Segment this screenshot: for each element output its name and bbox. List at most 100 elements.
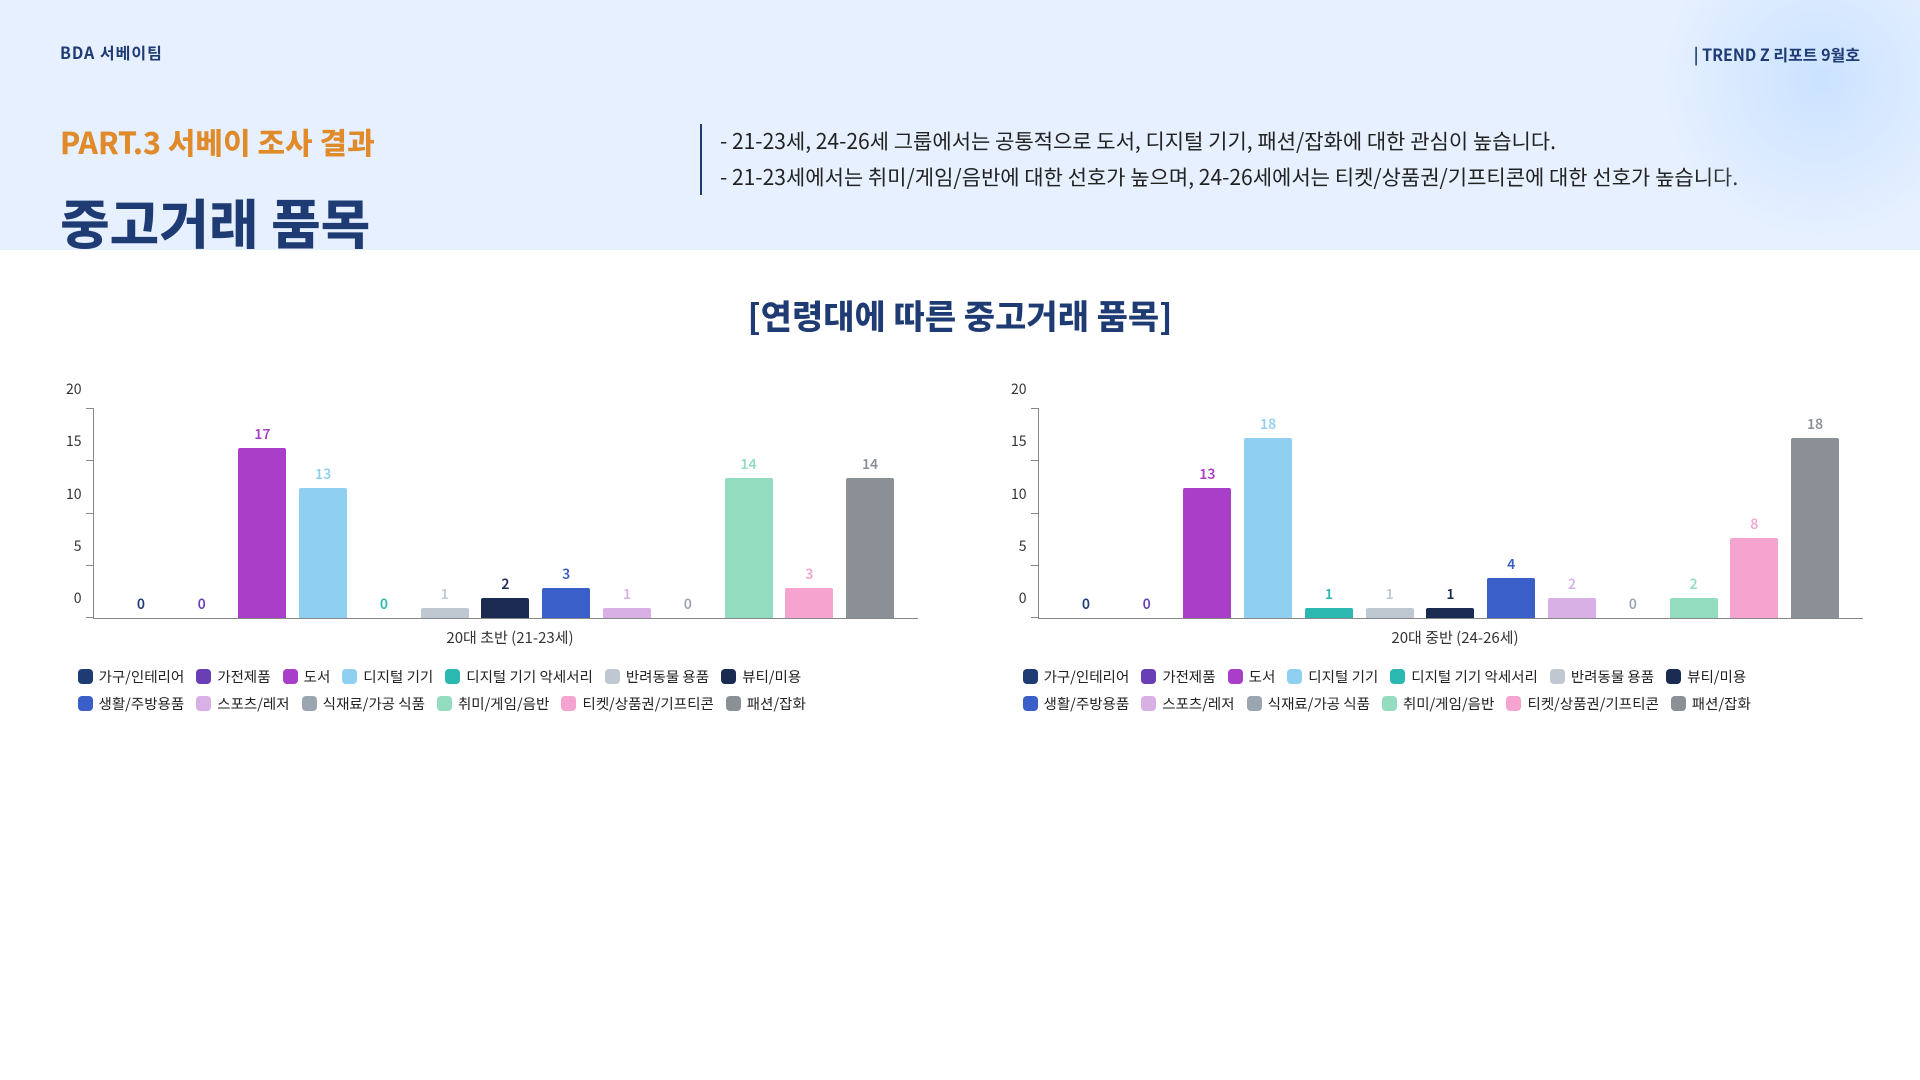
y-axis-label: 20: [1001, 379, 1027, 399]
y-axis-label: 0: [1001, 588, 1027, 608]
y-axis-label: 20: [56, 379, 82, 399]
legend-item: 디지털 기기: [1287, 666, 1378, 687]
legend-label: 취미/게임/음반: [1403, 693, 1494, 714]
bar-value-label: 18: [1260, 414, 1276, 434]
legend-item: 패션/잡화: [1671, 693, 1751, 714]
bar-wrap: 0: [174, 594, 229, 618]
bar-wrap: 1: [600, 584, 655, 618]
legend-item: 생활/주방용품: [78, 693, 185, 714]
title-block: PART.3 서베이 조사 결과 중고거래 품목: [60, 119, 700, 260]
bar: [1183, 488, 1231, 618]
bar: [785, 588, 833, 618]
legend-label: 가구/인테리어: [1044, 666, 1130, 687]
bar-value-label: 0: [198, 594, 206, 614]
bar: [1670, 598, 1718, 618]
bar-wrap: 13: [296, 464, 351, 618]
chart-section-title: [연령대에 따른 중고거래 품목]: [0, 290, 1920, 339]
legend-swatch: [196, 696, 211, 711]
bar-value-label: 0: [137, 594, 145, 614]
legend-swatch: [1247, 696, 1262, 711]
legend-swatch: [1141, 696, 1156, 711]
legend: 가구/인테리어 가전제품 도서 디지털 기기 디지털 기기 악세서리 반려동물 용품 뷰티/…: [1023, 666, 1873, 714]
x-axis-label: 20대 중반 (24-26세): [1038, 627, 1873, 648]
legend-label: 패션/잡화: [1692, 693, 1751, 714]
legend-item: 스포츠/레저: [196, 693, 289, 714]
bar-wrap: 8: [1727, 514, 1782, 618]
bar-wrap: 2: [1666, 574, 1721, 618]
legend-label: 스포츠/레저: [1162, 693, 1234, 714]
legend-swatch: [726, 696, 741, 711]
bar: [846, 478, 894, 618]
bar-wrap: 2: [478, 574, 533, 618]
legend-swatch: [78, 669, 93, 684]
bar: [299, 488, 347, 618]
legend-label: 디지털 기기 악세서리: [1411, 666, 1538, 687]
bar-value-label: 0: [1143, 594, 1151, 614]
bar-value-label: 2: [1689, 574, 1697, 594]
legend-item: 도서: [1228, 666, 1276, 687]
y-axis-label: 5: [1001, 536, 1027, 556]
legend-label: 식재료/가공 식품: [1268, 693, 1370, 714]
legend-swatch: [1023, 669, 1038, 684]
bar-wrap: 14: [843, 454, 898, 618]
team-label: BDA 서베이팀: [60, 40, 1860, 64]
bar-wrap: 18: [1241, 414, 1296, 618]
legend-label: 뷰티/미용: [1687, 666, 1746, 687]
bars-container: 00171301231014314: [94, 409, 918, 618]
legend-swatch: [1141, 669, 1156, 684]
y-axis-label: 15: [1001, 431, 1027, 451]
bars-container: 0013181114202818: [1039, 409, 1863, 618]
bar-value-label: 0: [684, 594, 692, 614]
bar: [603, 608, 651, 618]
legend-label: 가전제품: [1162, 666, 1215, 687]
legend-swatch: [1382, 696, 1397, 711]
legend-swatch: [196, 669, 211, 684]
bar-wrap: 0: [114, 594, 169, 618]
bar-wrap: 0: [1119, 594, 1174, 618]
bar-wrap: 13: [1180, 464, 1235, 618]
legend-item: 반려동물 용품: [1550, 666, 1654, 687]
bar: [1730, 538, 1778, 618]
legend-item: 가전제품: [196, 666, 270, 687]
bar: [238, 448, 286, 618]
legend-item: 취미/게임/음반: [1382, 693, 1494, 714]
legend-label: 반려동물 용품: [1571, 666, 1654, 687]
bar: [1244, 438, 1292, 618]
header-band: BDA 서베이팀 | TREND Z 리포트 9월호 PART.3 서베이 조사…: [0, 0, 1920, 250]
legend-label: 반려동물 용품: [626, 666, 709, 687]
bar-value-label: 18: [1807, 414, 1823, 434]
bar-wrap: 0: [1059, 594, 1114, 618]
bar-wrap: 17: [235, 424, 290, 618]
legend-swatch: [605, 669, 620, 684]
legend-label: 도서: [304, 666, 331, 687]
x-axis-label: 20대 초반 (21-23세): [93, 627, 928, 648]
bar-wrap: 0: [1605, 594, 1660, 618]
bar: [1426, 608, 1474, 618]
y-axis-label: 0: [56, 588, 82, 608]
bar-wrap: 18: [1788, 414, 1843, 618]
legend-label: 생활/주방용품: [1044, 693, 1130, 714]
bar-value-label: 17: [254, 424, 270, 444]
legend-label: 티켓/상품권/기프티콘: [582, 693, 713, 714]
bar-value-label: 13: [1199, 464, 1215, 484]
bar-value-label: 2: [1568, 574, 1576, 594]
legend-label: 취미/게임/음반: [458, 693, 549, 714]
bar-value-label: 0: [1629, 594, 1637, 614]
bar-wrap: 14: [721, 454, 776, 618]
bar-value-label: 8: [1750, 514, 1758, 534]
bar-wrap: 1: [1362, 584, 1417, 618]
legend-label: 티켓/상품권/기프티콘: [1527, 693, 1658, 714]
legend-label: 디지털 기기: [363, 666, 433, 687]
legend-item: 뷰티/미용: [1666, 666, 1746, 687]
legend-swatch: [342, 669, 357, 684]
bar-wrap: 3: [539, 564, 594, 618]
plot-area: 0510152000171301231014314: [93, 409, 918, 619]
legend-item: 패션/잡화: [726, 693, 806, 714]
legend-label: 생활/주방용품: [99, 693, 185, 714]
bar: [725, 478, 773, 618]
bar: [421, 608, 469, 618]
legend-item: 도서: [283, 666, 331, 687]
report-label: | TREND Z 리포트 9월호: [1694, 42, 1860, 66]
bar-value-label: 14: [740, 454, 756, 474]
bar-value-label: 3: [562, 564, 570, 584]
